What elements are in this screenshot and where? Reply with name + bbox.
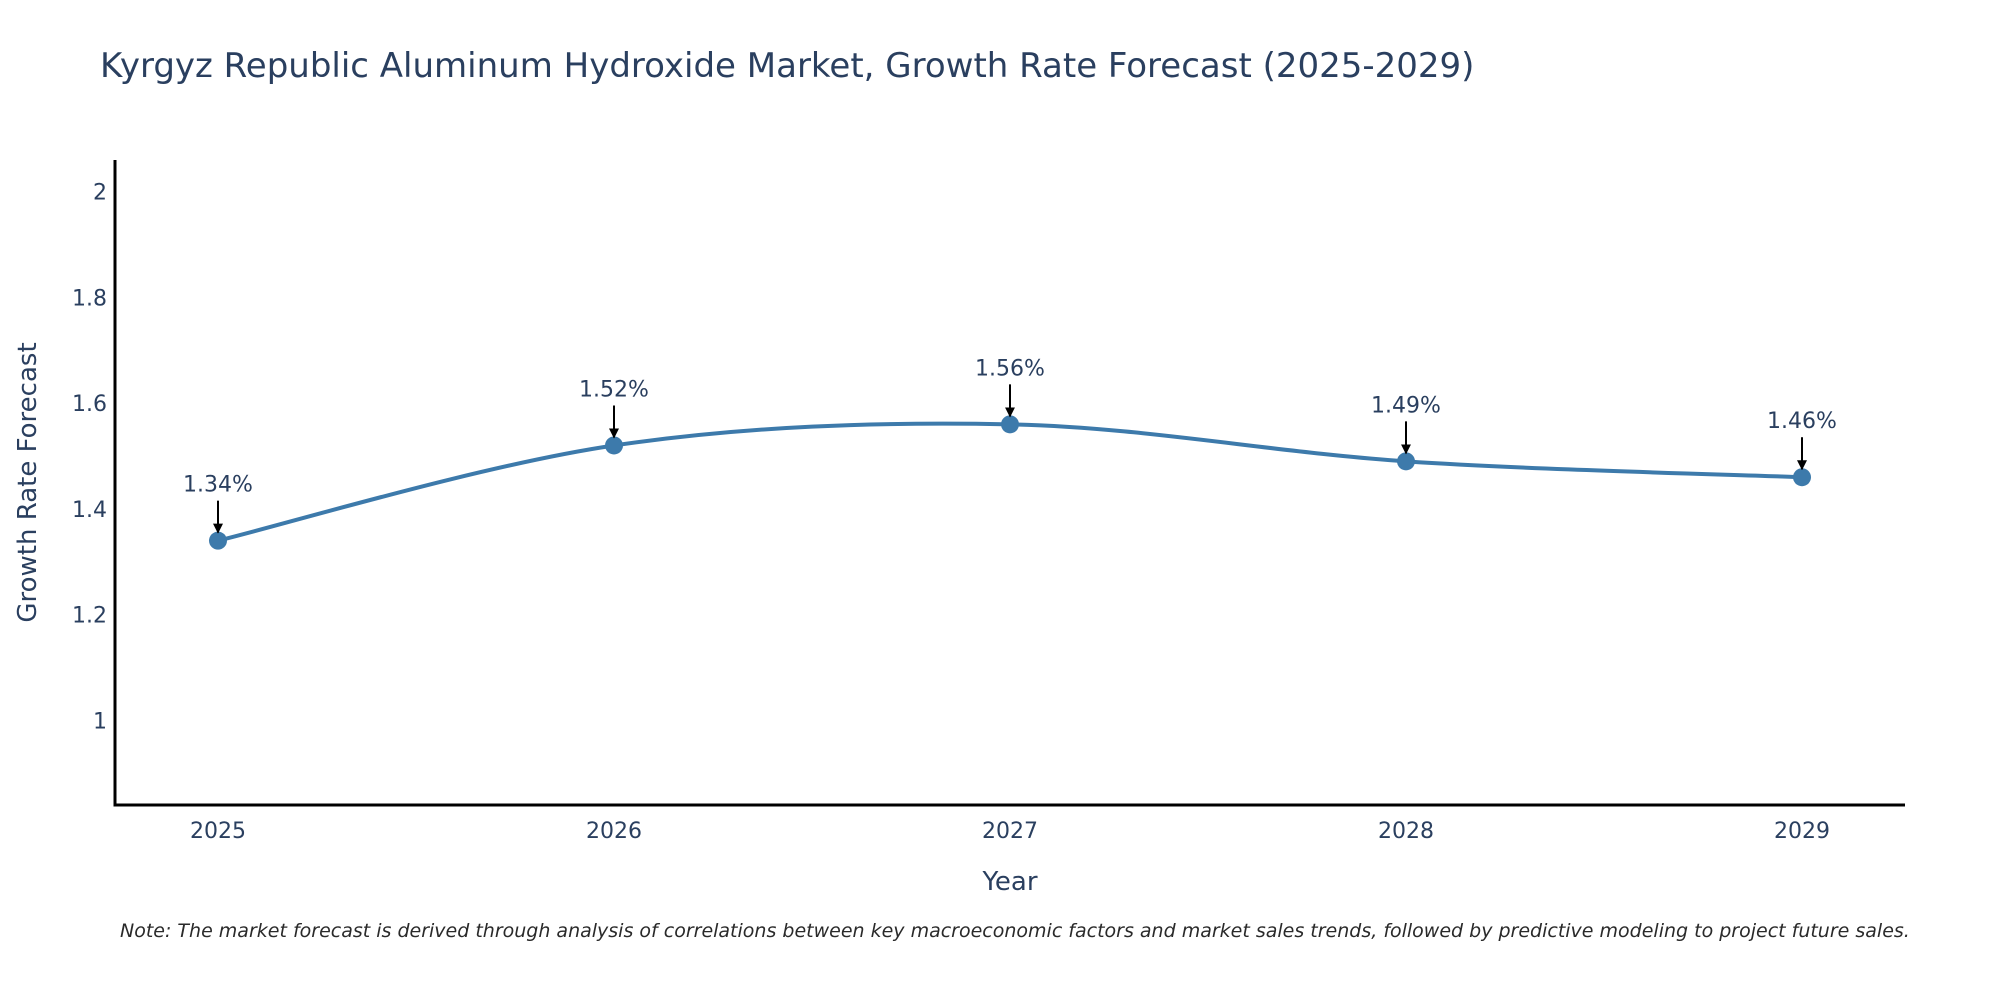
x-tick-label: 2027 bbox=[982, 819, 1038, 844]
data-point bbox=[1001, 415, 1019, 434]
data-label: 1.46% bbox=[1767, 409, 1837, 434]
chart-title: Kyrgyz Republic Aluminum Hydroxide Marke… bbox=[100, 46, 1475, 86]
data-label: 1.52% bbox=[579, 377, 649, 402]
data-points bbox=[209, 415, 1811, 550]
x-tick-label: 2026 bbox=[586, 819, 642, 844]
data-label: 1.56% bbox=[975, 356, 1045, 381]
chart-note: Note: The market forecast is derived thr… bbox=[120, 920, 1910, 942]
y-tick-label: 2 bbox=[93, 181, 107, 206]
series-line bbox=[217, 421, 1803, 543]
y-axis-title: Growth Rate Forecast bbox=[13, 342, 43, 622]
y-tick-label: 1.6 bbox=[72, 392, 107, 417]
x-axis-ticks: 2025 2026 2027 2028 2029 bbox=[190, 819, 1830, 844]
data-point bbox=[1397, 452, 1415, 471]
data-label: 1.34% bbox=[183, 473, 253, 498]
x-tick-label: 2029 bbox=[1774, 819, 1830, 844]
y-tick-label: 1.8 bbox=[72, 286, 107, 311]
x-tick-label: 2025 bbox=[190, 819, 246, 844]
data-annotations: 1.34% 1.52% 1.56% 1.49% 1.46% bbox=[183, 356, 1837, 534]
x-tick-label: 2028 bbox=[1378, 819, 1434, 844]
data-point bbox=[209, 531, 227, 550]
data-label: 1.49% bbox=[1371, 393, 1441, 418]
y-tick-label: 1.4 bbox=[72, 498, 107, 523]
y-tick-label: 1 bbox=[93, 709, 107, 734]
y-tick-label: 1.2 bbox=[72, 604, 107, 629]
x-axis-title: Year bbox=[981, 867, 1037, 897]
y-axis-ticks: 1 1.2 1.4 1.6 1.8 2 bbox=[72, 181, 107, 735]
data-point bbox=[1793, 468, 1811, 487]
data-point bbox=[605, 436, 623, 455]
